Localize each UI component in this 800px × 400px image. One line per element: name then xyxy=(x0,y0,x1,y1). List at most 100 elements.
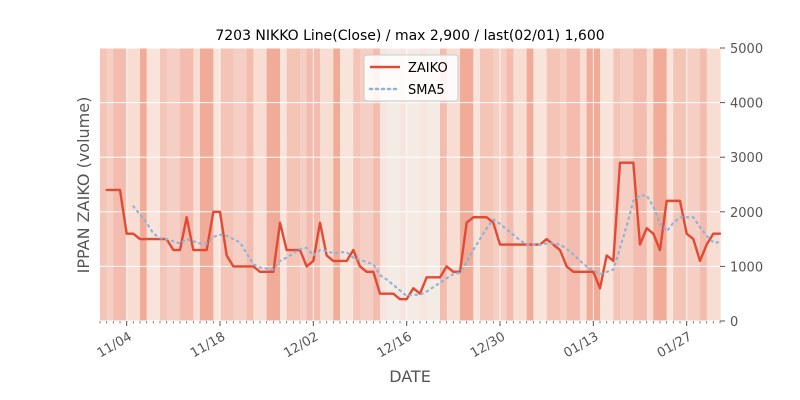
day-band xyxy=(426,48,434,321)
x-tick-label: 12/30 xyxy=(468,329,508,361)
day-band xyxy=(246,48,254,321)
chart-title: 7203 NIKKO Line(Close) / max 2,900 / las… xyxy=(215,28,604,44)
day-band xyxy=(673,48,681,321)
y-tick-label: 1000 xyxy=(730,260,763,275)
day-band xyxy=(626,48,634,321)
x-axis-ticks: 11/04 11/18 12/02 12/16 12/30 01/13 01/27 xyxy=(95,321,695,361)
day-band xyxy=(173,48,181,321)
day-band xyxy=(686,48,694,321)
day-band xyxy=(166,48,174,321)
series-lines xyxy=(105,161,722,301)
vertical-gridlines xyxy=(126,48,688,321)
day-band xyxy=(286,48,294,321)
day-band xyxy=(253,48,261,321)
day-band xyxy=(520,48,528,321)
day-band xyxy=(360,48,368,321)
x-tick-label: 01/27 xyxy=(655,329,695,361)
day-band xyxy=(646,48,654,321)
day-band xyxy=(606,48,614,321)
day-band xyxy=(620,48,628,321)
day-band xyxy=(160,48,168,321)
day-band xyxy=(120,48,128,321)
day-band xyxy=(300,48,308,321)
day-band xyxy=(706,48,714,321)
day-band xyxy=(200,48,208,321)
day-band xyxy=(313,48,321,321)
day-band xyxy=(100,48,108,321)
day-band xyxy=(220,48,228,321)
day-band xyxy=(653,48,661,321)
day-band xyxy=(546,48,554,321)
day-band xyxy=(506,48,514,321)
day-band xyxy=(373,48,381,321)
day-band xyxy=(540,48,548,321)
day-band xyxy=(113,48,121,321)
y-tick-label: 5000 xyxy=(730,42,763,57)
day-band xyxy=(560,48,568,321)
day-band xyxy=(700,48,708,321)
day-band xyxy=(446,48,454,321)
day-band xyxy=(400,48,408,321)
day-band xyxy=(140,48,148,321)
series-line-sma5 xyxy=(132,194,722,297)
day-band xyxy=(206,48,214,321)
x-tick-label: 12/02 xyxy=(281,329,321,361)
day-band xyxy=(600,48,608,321)
day-band xyxy=(280,48,288,321)
day-band xyxy=(553,48,561,321)
day-band xyxy=(326,48,334,321)
day-band xyxy=(580,48,588,321)
background-bands xyxy=(100,48,721,321)
day-band xyxy=(586,48,594,321)
day-band xyxy=(233,48,241,321)
day-band xyxy=(293,48,301,321)
day-band xyxy=(153,48,161,321)
legend-label-sma5: SMA5 xyxy=(408,83,445,98)
y-tick-label: 4000 xyxy=(730,97,763,112)
x-axis-minor-ticks xyxy=(99,321,721,324)
day-band xyxy=(513,48,521,321)
x-axis-label: DATE xyxy=(389,367,431,386)
day-band xyxy=(466,48,474,321)
day-band xyxy=(380,48,388,321)
day-band xyxy=(453,48,461,321)
day-band xyxy=(353,48,361,321)
day-band xyxy=(406,48,414,321)
day-band xyxy=(713,48,721,321)
legend-label-zaiko: ZAIKO xyxy=(408,61,448,76)
day-band xyxy=(433,48,441,321)
day-band xyxy=(526,48,534,321)
day-band xyxy=(213,48,221,321)
day-band xyxy=(366,48,374,321)
day-band xyxy=(533,48,541,321)
day-band xyxy=(660,48,668,321)
series-line-zaiko xyxy=(105,161,722,301)
day-band xyxy=(640,48,648,321)
day-band xyxy=(240,48,248,321)
y-tick-label: 2000 xyxy=(730,206,763,221)
day-band xyxy=(180,48,188,321)
day-band xyxy=(613,48,621,321)
day-band xyxy=(133,48,141,321)
day-band xyxy=(593,48,601,321)
day-band xyxy=(333,48,341,321)
day-band xyxy=(413,48,421,321)
y-tick-label: 3000 xyxy=(730,151,763,166)
day-band xyxy=(273,48,281,321)
day-band xyxy=(340,48,348,321)
day-band xyxy=(460,48,468,321)
day-band xyxy=(386,48,394,321)
day-band xyxy=(493,48,501,321)
day-band xyxy=(346,48,354,321)
day-band xyxy=(473,48,481,321)
day-band xyxy=(306,48,314,321)
day-band xyxy=(500,48,508,321)
day-band xyxy=(486,48,494,321)
day-band xyxy=(393,48,401,321)
x-tick-label: 12/16 xyxy=(375,329,415,361)
day-band xyxy=(680,48,688,321)
day-band xyxy=(693,48,701,321)
day-band xyxy=(126,48,134,321)
x-tick-label: 11/04 xyxy=(95,329,135,361)
